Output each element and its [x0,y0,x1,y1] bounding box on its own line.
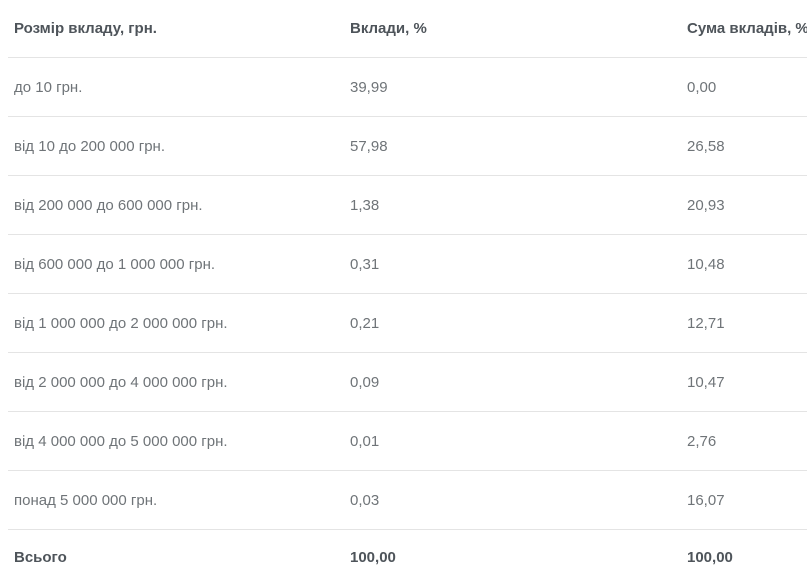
row-cell-deposits-percent: 0,31 [344,234,681,294]
totals-row: Всього 100,00 100,00 [8,530,807,585]
table-row: від 4 000 000 до 5 000 000 грн. 0,01 2,76 [8,411,807,471]
row-cell-sum-percent: 10,48 [681,234,807,294]
row-cell-deposit-size: від 10 до 200 000 грн. [8,116,344,176]
deposit-size-table: Розмір вкладу, грн. Вклади, % Сума вклад… [8,0,807,584]
row-cell-deposit-size: від 4 000 000 до 5 000 000 грн. [8,411,344,471]
table-row: понад 5 000 000 грн. 0,03 16,07 [8,470,807,530]
row-cell-sum-percent: 16,07 [681,470,807,530]
row-cell-sum-percent: 20,93 [681,175,807,235]
table-row: до 10 грн. 39,99 0,00 [8,57,807,117]
row-cell-deposits-percent: 0,01 [344,411,681,471]
row-cell-deposits-percent: 1,38 [344,175,681,235]
table-row: від 2 000 000 до 4 000 000 грн. 0,09 10,47 [8,352,807,412]
row-cell-deposit-size: від 200 000 до 600 000 грн. [8,175,344,235]
table-body: до 10 грн. 39,99 0,00 від 10 до 200 000 грн… [8,57,807,530]
header-row: Розмір вкладу, грн. Вклади, % Сума вклад… [8,0,807,58]
row-cell-sum-percent: 2,76 [681,411,807,471]
table-row: від 200 000 до 600 000 грн. 1,38 20,93 [8,175,807,235]
row-cell-deposit-size: до 10 грн. [8,57,344,117]
row-cell-deposits-percent: 39,99 [344,57,681,117]
row-cell-deposits-percent: 57,98 [344,116,681,176]
totals-deposits-percent: 100,00 [350,548,396,566]
column-header-sum-percent: Сума вкладів, % [681,0,807,58]
row-cell-sum-percent: 10,47 [681,352,807,412]
row-cell-deposit-size: понад 5 000 000 грн. [8,470,344,530]
column-header-deposit-size: Розмір вкладу, грн. [8,0,344,58]
row-cell-sum-percent: 0,00 [681,57,807,117]
column-header-deposits-percent: Вклади, % [344,0,681,58]
totals-label: Всього [14,548,67,566]
table-row: від 600 000 до 1 000 000 грн. 0,31 10,48 [8,234,807,294]
row-cell-deposits-percent: 0,03 [344,470,681,530]
row-cell-deposits-percent: 0,09 [344,352,681,412]
row-cell-deposit-size: від 600 000 до 1 000 000 грн. [8,234,344,294]
totals-sum-percent: 100,00 [687,548,733,566]
table-footer: Всього 100,00 100,00 [8,530,807,585]
row-cell-deposits-percent: 0,21 [344,293,681,353]
row-cell-deposit-size: від 1 000 000 до 2 000 000 грн. [8,293,344,353]
row-cell-deposit-size: від 2 000 000 до 4 000 000 грн. [8,352,344,412]
table-row: від 1 000 000 до 2 000 000 грн. 0,21 12,71 [8,293,807,353]
table-row: від 10 до 200 000 грн. 57,98 26,58 [8,116,807,176]
row-cell-sum-percent: 12,71 [681,293,807,353]
row-cell-sum-percent: 26,58 [681,116,807,176]
table-header: Розмір вкладу, грн. Вклади, % Сума вклад… [8,0,807,58]
